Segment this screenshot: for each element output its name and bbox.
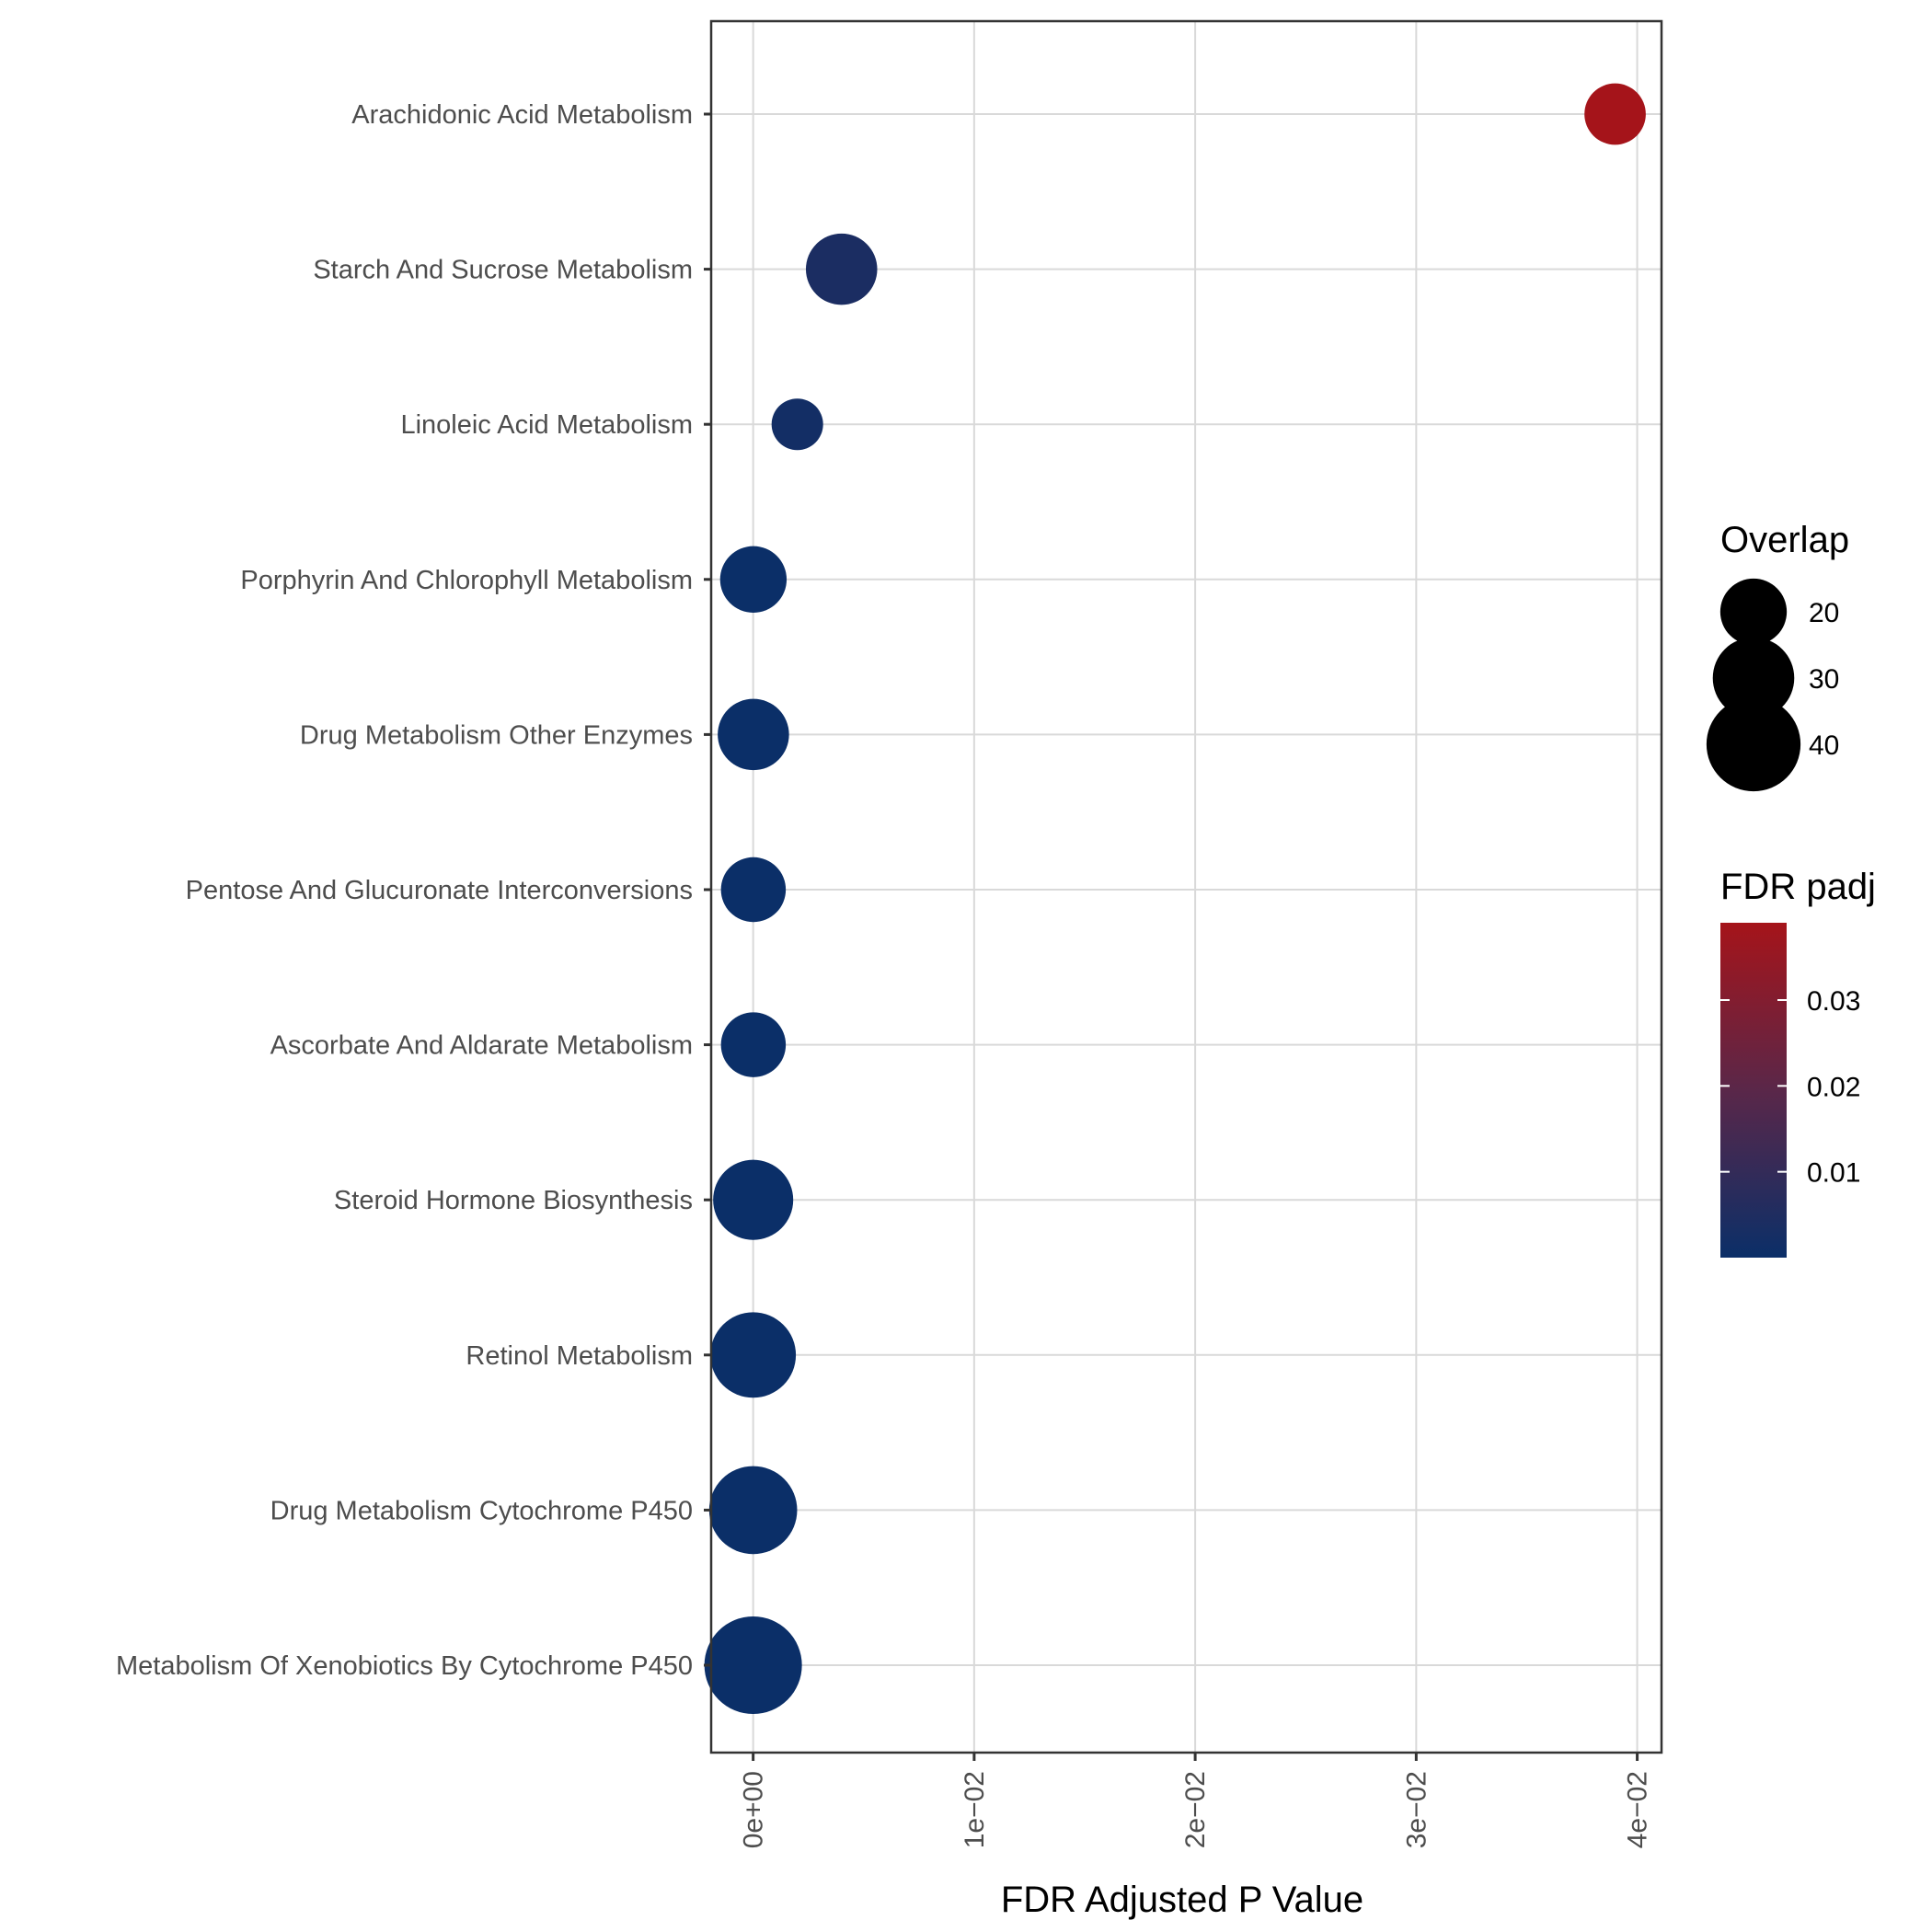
overlap-legend-label: 20 — [1809, 598, 1839, 628]
x-tick-label: 4e−02 — [1623, 1771, 1653, 1848]
x-axis-title: FDR Adjusted P Value — [1001, 1880, 1363, 1920]
data-point — [771, 398, 823, 451]
data-point — [718, 698, 789, 771]
x-tick-label: 3e−02 — [1401, 1771, 1432, 1848]
y-axis-labels: Arachidonic Acid Metabolism Starch And Su… — [116, 100, 711, 1681]
overlap-legend-title: Overlap — [1720, 520, 1849, 560]
y-tick-label: Steroid Hormone Biosynthesis — [334, 1186, 693, 1215]
fdr-padj-colorbar — [1720, 923, 1787, 1258]
x-tick-label: 2e−02 — [1180, 1771, 1211, 1848]
data-point — [704, 1616, 802, 1715]
y-tick-label: Drug Metabolism Other Enzymes — [300, 720, 693, 750]
y-tick-label: Starch And Sucrose Metabolism — [313, 256, 693, 285]
y-tick-label: Metabolism Of Xenobiotics By Cytochrome … — [116, 1651, 693, 1681]
y-tick-label: Linoleic Acid Metabolism — [400, 410, 693, 440]
fdr-padj-legend-title: FDR padj — [1720, 867, 1876, 907]
y-tick-label: Arachidonic Acid Metabolism — [351, 100, 693, 130]
grid-lines — [711, 21, 1662, 1753]
y-tick-label: Retinol Metabolism — [466, 1341, 693, 1371]
data-points — [704, 83, 1646, 1715]
fdr-padj-legend: FDR padj 0.01 0.02 0.03 — [1720, 867, 1876, 1258]
y-tick-label: Pentose And Glucuronate Interconversions — [186, 876, 693, 905]
colorbar-label: 0.01 — [1807, 1158, 1860, 1189]
overlap-legend-label: 40 — [1809, 730, 1839, 761]
data-point — [805, 233, 878, 305]
overlap-legend-key — [1712, 637, 1795, 719]
y-tick-label: Drug Metabolism Cytochrome P450 — [270, 1496, 693, 1525]
data-point — [720, 1012, 787, 1077]
plot-panel-border — [709, 19, 1663, 1754]
overlap-legend-key — [1706, 696, 1801, 792]
colorbar-label: 0.03 — [1807, 986, 1860, 1017]
x-tick-label: 1e−02 — [960, 1771, 990, 1848]
overlap-legend: Overlap 20 30 40 — [1706, 520, 1849, 792]
data-point — [708, 1466, 798, 1555]
data-point — [719, 546, 788, 613]
overlap-legend-key — [1719, 578, 1788, 646]
data-point — [710, 1312, 797, 1398]
y-tick-label: Porphyrin And Chlorophyll Metabolism — [240, 566, 693, 595]
colorbar-label: 0.02 — [1807, 1072, 1860, 1102]
y-tick-label: Ascorbate And Aldarate Metabolism — [270, 1031, 693, 1061]
x-axis-ticks: 0e+00 1e−02 2e−02 3e−02 4e−02 — [739, 1753, 1653, 1848]
data-point — [713, 1159, 794, 1240]
x-tick-label: 0e+00 — [739, 1771, 769, 1848]
data-point — [1584, 83, 1646, 145]
overlap-legend-label: 30 — [1809, 664, 1839, 695]
data-point — [720, 857, 787, 923]
